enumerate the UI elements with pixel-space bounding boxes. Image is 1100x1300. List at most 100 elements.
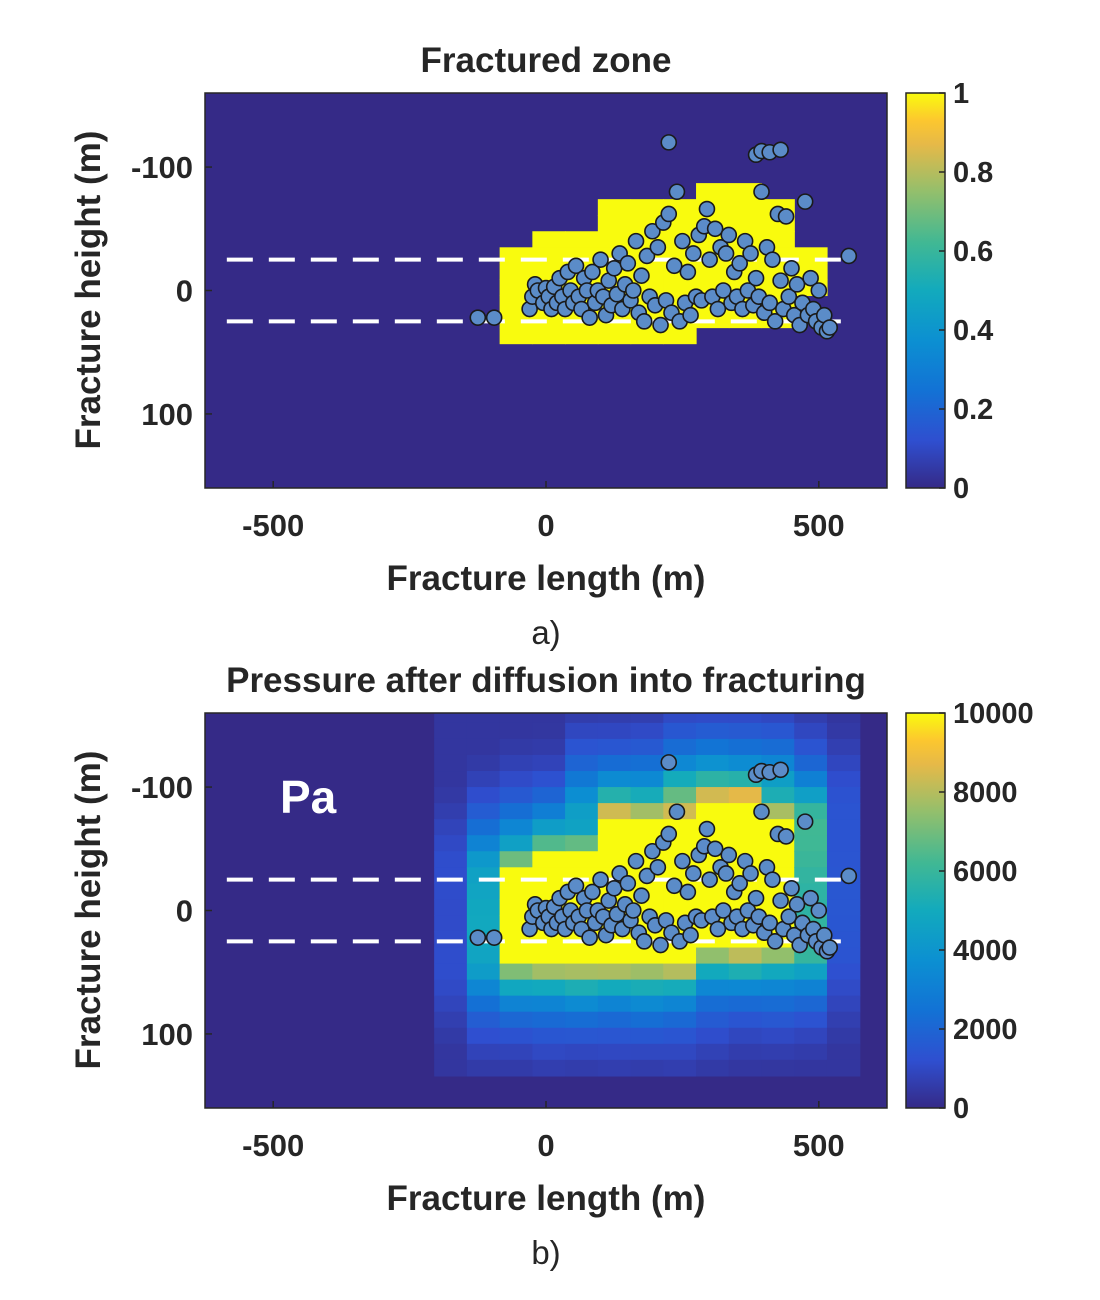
- panel-a-colorbar: [905, 92, 946, 489]
- event-point: [772, 761, 789, 779]
- heatmap-cell: [728, 1043, 763, 1061]
- heatmap-cell: [630, 722, 664, 740]
- event-point: [698, 200, 716, 218]
- event-point: [810, 902, 828, 919]
- heatmap-cell: [532, 713, 566, 724]
- event-point: [764, 871, 781, 888]
- heatmap-cell: [499, 931, 533, 949]
- heatmap-cell: [630, 819, 664, 836]
- heatmap-cell: [728, 738, 763, 756]
- panel-b: Pressure after diffusion into fracturing…: [69, 661, 1034, 1271]
- event-point: [682, 926, 699, 944]
- y-tick-label: 100: [141, 1017, 193, 1052]
- heatmap-cell: [597, 1059, 632, 1077]
- heatmap-cell: [499, 947, 533, 965]
- heatmap-cell: [630, 327, 664, 345]
- heatmap-cell: [663, 979, 697, 997]
- heatmap-cell: [499, 787, 533, 804]
- heatmap-cell: [696, 771, 730, 788]
- heatmap-cell: [826, 1011, 861, 1029]
- heatmap-cell: [532, 1043, 566, 1061]
- heatmap-cell: [630, 803, 664, 820]
- event-point: [627, 852, 645, 870]
- heatmap-cell: [728, 1011, 763, 1029]
- heatmap-cell: [597, 1011, 632, 1029]
- heatmap-cell: [466, 979, 501, 997]
- y-tick-label: 0: [176, 894, 193, 929]
- heatmap-cell: [794, 963, 828, 981]
- heatmap-cell: [499, 851, 533, 868]
- heatmap-cell: [728, 713, 763, 724]
- colorbar-tick-label: 1: [953, 78, 969, 110]
- heatmap-cell: [630, 1043, 664, 1061]
- heatmap-cell: [499, 835, 533, 852]
- event-point: [840, 867, 858, 885]
- heatmap-cell: [597, 738, 632, 756]
- heatmap-cell: [466, 803, 501, 820]
- event-point: [783, 879, 800, 897]
- heatmap-cell: [434, 835, 468, 852]
- heatmap-cell: [532, 1027, 566, 1045]
- heatmap-cell: [728, 803, 763, 820]
- event-point: [796, 193, 814, 210]
- heatmap-cell: [728, 183, 763, 200]
- event-point: [761, 914, 779, 932]
- event-point: [802, 889, 819, 907]
- heatmap-cell: [826, 995, 861, 1013]
- heatmap-cell: [597, 754, 632, 772]
- event-point: [780, 908, 798, 925]
- event-point: [668, 183, 686, 201]
- heatmap-cell: [434, 819, 468, 836]
- heatmap-cell: [630, 738, 664, 756]
- heatmap-cell: [565, 1043, 599, 1061]
- heatmap-cell: [466, 1011, 501, 1029]
- heatmap-cell: [630, 787, 664, 804]
- event-point: [627, 232, 645, 250]
- heatmap-cell: [761, 738, 795, 756]
- heatmap-cell: [466, 1043, 501, 1061]
- heatmap-cell: [728, 215, 763, 232]
- event-point: [685, 865, 702, 882]
- heatmap-cell: [696, 1027, 730, 1045]
- heatmap-cell: [761, 1027, 795, 1045]
- heatmap-cell: [565, 995, 599, 1013]
- heatmap-cell: [597, 803, 632, 820]
- colorbar-tick-label: 0.4: [953, 315, 993, 347]
- event-point: [584, 883, 601, 901]
- heatmap-cell: [532, 787, 566, 804]
- event-point: [802, 269, 819, 287]
- heatmap-cell: [728, 819, 763, 836]
- heatmap-cell: [663, 279, 697, 297]
- heatmap-cell: [794, 754, 828, 772]
- heatmap-cell: [466, 1027, 501, 1045]
- event-point: [592, 251, 609, 268]
- panel-a-label: a): [531, 614, 560, 651]
- event-point: [567, 877, 585, 895]
- heatmap-cell: [630, 713, 664, 724]
- heatmap-cell: [728, 1027, 763, 1045]
- event-point: [685, 245, 702, 262]
- heatmap-cell: [597, 979, 632, 997]
- heatmap-cell: [565, 787, 599, 804]
- heatmap-cell: [696, 183, 730, 200]
- heatmap-cell: [499, 263, 533, 280]
- heatmap-cell: [826, 915, 861, 933]
- event-point: [698, 820, 716, 838]
- event-point: [753, 803, 770, 821]
- heatmap-cell: [630, 995, 664, 1013]
- event-point: [796, 813, 814, 830]
- heatmap-cell: [728, 979, 763, 997]
- heatmap-cell: [663, 1027, 697, 1045]
- heatmap-cell: [728, 722, 763, 740]
- heatmap-cell: [466, 738, 501, 756]
- event-point: [660, 754, 678, 771]
- heatmap-cell: [466, 787, 501, 804]
- event-point: [753, 183, 770, 201]
- heatmap-cell: [499, 803, 533, 820]
- event-point: [567, 257, 585, 275]
- heatmap-cell: [434, 722, 468, 740]
- colorbar-tick-label: 0.6: [953, 236, 993, 268]
- heatmap-cell: [597, 995, 632, 1013]
- event-point: [619, 255, 637, 272]
- event-point: [709, 300, 727, 318]
